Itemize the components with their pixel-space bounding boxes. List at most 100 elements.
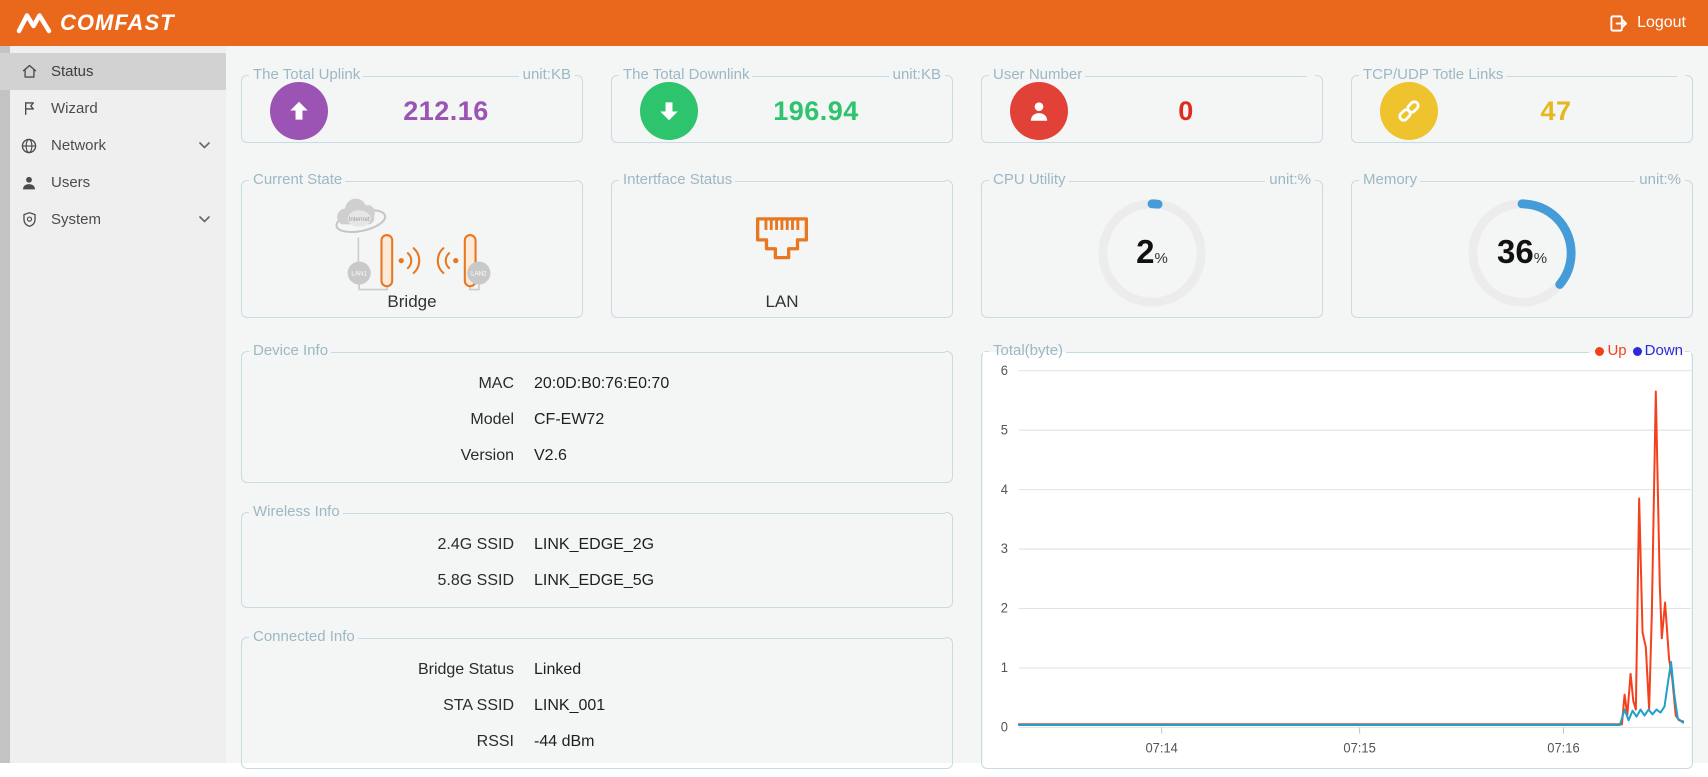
cpu-gauge: 2% bbox=[982, 189, 1322, 317]
svg-text:5: 5 bbox=[1001, 422, 1008, 437]
home-icon bbox=[20, 63, 38, 81]
logout-button[interactable]: Logout bbox=[1609, 14, 1686, 33]
info-row-model: Model CF-EW72 bbox=[242, 402, 952, 438]
brand-logo: COMFAST bbox=[16, 10, 175, 36]
card-unit: unit:% bbox=[1639, 171, 1681, 188]
logout-icon bbox=[1609, 14, 1628, 33]
main-content: The Total Uplink unit:KB 212.16 The Total… bbox=[226, 46, 1708, 769]
info-label: 5.8G SSID bbox=[437, 572, 514, 589]
total-downlink-card: The Total Downlink unit:KB 196.94 bbox=[611, 66, 953, 143]
card-title: Wireless Info bbox=[253, 503, 340, 520]
current-state-card: Current State bbox=[241, 171, 583, 318]
sidebar-item-label: Status bbox=[51, 63, 94, 80]
card-title: Intertface Status bbox=[623, 171, 733, 188]
info-label: Version bbox=[460, 447, 514, 464]
sidebar-menu: Status Wizard Network bbox=[0, 46, 226, 238]
mac-address-value: 20:0D:B0:76:E0:70 bbox=[534, 375, 670, 392]
card-title: User Number bbox=[993, 66, 1083, 83]
svg-text:2: 2 bbox=[1001, 600, 1008, 615]
card-title: TCP/UDP Totle Links bbox=[1363, 66, 1504, 83]
rssi-value: -44 dBm bbox=[534, 733, 595, 750]
chevron-down-icon bbox=[199, 142, 210, 149]
sidebar-item-label: Network bbox=[51, 137, 107, 154]
bridge-status-value: Linked bbox=[534, 661, 582, 678]
user-number-card: User Number 0 bbox=[981, 66, 1323, 143]
svg-text:4: 4 bbox=[1001, 482, 1008, 497]
card-title: The Total Downlink bbox=[623, 66, 750, 83]
info-row-bridge-status: Bridge Status Linked bbox=[242, 652, 952, 688]
memory-gauge: 36% bbox=[1352, 189, 1692, 317]
legend-label-down: Down bbox=[1644, 342, 1683, 359]
uplink-value: 212.16 bbox=[403, 95, 489, 126]
cpu-utility-card: CPU Utility unit:% 2% bbox=[981, 171, 1323, 318]
connected-info-card: Connected Info Bridge Status Linked STA … bbox=[241, 628, 953, 769]
svg-text:LAN1: LAN1 bbox=[351, 270, 367, 277]
svg-text:07:15: 07:15 bbox=[1343, 740, 1375, 755]
top-header: COMFAST Logout bbox=[0, 0, 1708, 46]
stat-card-row: The Total Uplink unit:KB 212.16 The Total… bbox=[241, 66, 1693, 143]
comfast-logo-icon bbox=[16, 11, 52, 35]
svg-text:6: 6 bbox=[1001, 363, 1008, 378]
downlink-value: 196.94 bbox=[773, 95, 859, 126]
lan-port-label: LAN bbox=[765, 292, 799, 311]
info-row-rssi: RSSI -44 dBm bbox=[242, 724, 952, 760]
total-uplink-card: The Total Uplink unit:KB 212.16 bbox=[241, 66, 583, 143]
sidebar-item-system[interactable]: System bbox=[0, 201, 226, 238]
ethernet-port-icon bbox=[751, 189, 813, 292]
card-unit: unit:KB bbox=[892, 66, 941, 83]
wifi-signal-icon bbox=[398, 247, 459, 275]
status-card-row: Current State bbox=[241, 171, 1693, 318]
info-row-2g-ssid: 2.4G SSID LINK_EDGE_2G bbox=[242, 527, 952, 563]
traffic-chart-plot: 6 5 4 3 2 1 0 07:14 07:15 07:16 bbox=[983, 352, 1691, 767]
internet-cloud-icon: Internet bbox=[335, 198, 387, 234]
card-unit: unit:% bbox=[1269, 171, 1311, 188]
card-title: Memory bbox=[1363, 171, 1418, 188]
arrow-down-icon bbox=[640, 82, 698, 140]
model-value: CF-EW72 bbox=[534, 411, 605, 428]
tcp-udp-links-card: TCP/UDP Totle Links 47 bbox=[1351, 66, 1693, 143]
sidebar-item-status[interactable]: Status bbox=[0, 53, 226, 90]
memory-percent-value: 36 bbox=[1496, 232, 1534, 270]
sidebar-item-network[interactable]: Network bbox=[0, 127, 226, 164]
info-label: STA SSID bbox=[443, 697, 514, 714]
card-title: Connected Info bbox=[253, 628, 355, 645]
svg-text:07:16: 07:16 bbox=[1547, 740, 1579, 755]
version-value: V2.6 bbox=[534, 447, 567, 464]
bridge-mode-label: Bridge bbox=[387, 292, 437, 311]
info-label: 2.4G SSID bbox=[437, 536, 514, 553]
svg-text:1: 1 bbox=[1001, 660, 1008, 675]
cpu-percent-value: 2 bbox=[1136, 232, 1155, 270]
lan2-node: LAN2 bbox=[467, 261, 491, 285]
chevron-down-icon bbox=[199, 216, 210, 223]
svg-text:Internet: Internet bbox=[349, 216, 370, 223]
chart-legend: Up Down bbox=[1589, 342, 1685, 360]
chart-title: Total(byte) bbox=[993, 342, 1064, 359]
traffic-chart-card: Total(byte) Up Down 6 5 4 3 2 1 0 07:14 07:15 07:… bbox=[981, 342, 1693, 769]
flag-icon bbox=[20, 100, 38, 118]
card-unit: unit:KB bbox=[522, 66, 571, 83]
logout-label: Logout bbox=[1637, 14, 1686, 31]
card-title: CPU Utility bbox=[993, 171, 1066, 188]
antenna-icon bbox=[380, 234, 394, 288]
info-label: Bridge Status bbox=[417, 661, 514, 678]
sidebar-item-wizard[interactable]: Wizard bbox=[0, 90, 226, 127]
legend-label-up: Up bbox=[1607, 342, 1627, 359]
sidebar-item-label: Wizard bbox=[51, 100, 98, 117]
card-title: Current State bbox=[253, 171, 343, 188]
arrow-up-icon bbox=[270, 82, 328, 140]
globe-icon bbox=[20, 137, 38, 155]
user-number-value: 0 bbox=[1178, 95, 1194, 126]
card-title: The Total Uplink bbox=[253, 66, 361, 83]
svg-text:3: 3 bbox=[1001, 541, 1008, 556]
info-label: RSSI bbox=[476, 733, 514, 750]
user-icon bbox=[20, 174, 38, 192]
legend-dot-up bbox=[1595, 346, 1605, 356]
sidebar-item-users[interactable]: Users bbox=[0, 164, 226, 201]
memory-card: Memory unit:% 36% bbox=[1351, 171, 1693, 318]
bridge-topology-diagram: Internet LAN1 bbox=[262, 188, 562, 292]
info-label: Model bbox=[470, 411, 514, 428]
ssid-2g-value: LINK_EDGE_2G bbox=[534, 536, 655, 553]
info-row-version: Version V2.6 bbox=[242, 438, 952, 474]
sidebar-item-label: Users bbox=[51, 174, 91, 191]
info-row-sta-ssid: STA SSID LINK_001 bbox=[242, 688, 952, 724]
